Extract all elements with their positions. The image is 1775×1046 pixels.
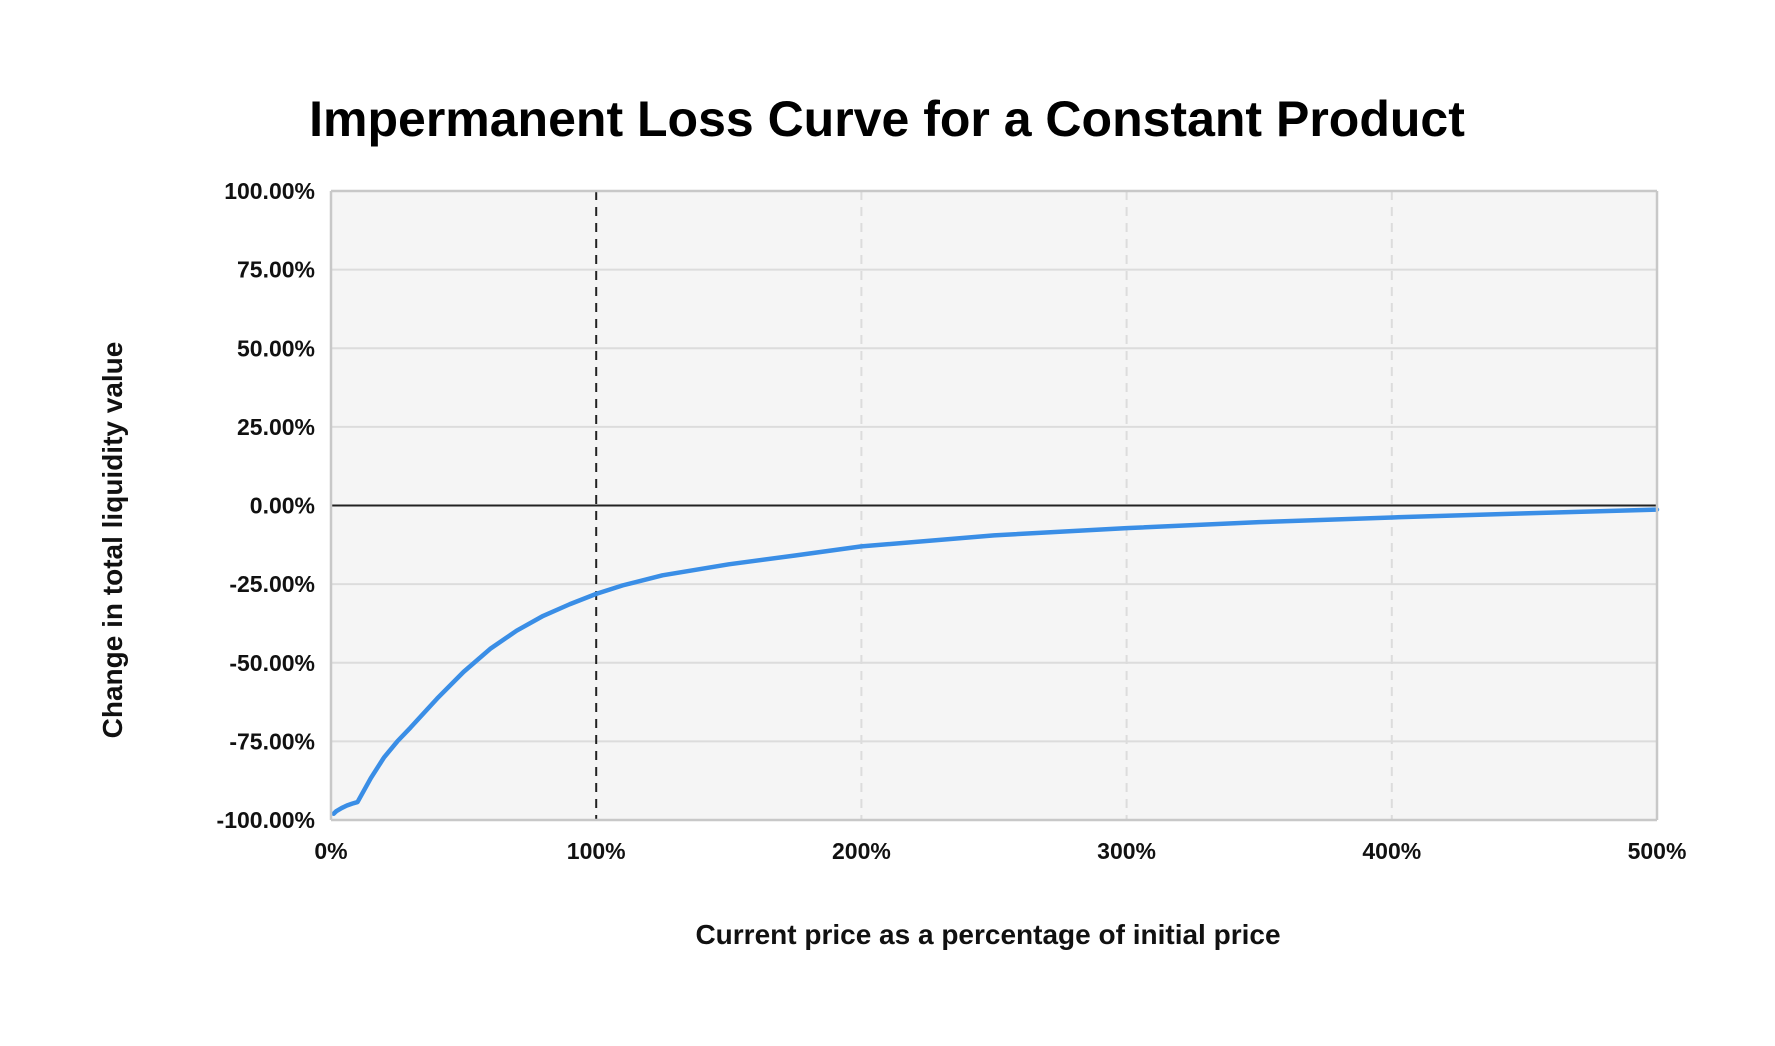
y-tick-label: 50.00% — [237, 335, 315, 361]
series-line — [331, 507, 1660, 816]
x-tick-label: 200% — [832, 838, 891, 864]
y-tick-label: 25.00% — [237, 414, 315, 440]
x-axis-label: Current price as a percentage of initial… — [695, 919, 1280, 950]
y-tick-label: -100.00% — [217, 807, 315, 833]
x-tick-label: 0% — [314, 838, 347, 864]
tick-labels: 100.00% 75.00% 50.00% 25.00% 0.00% -25.00% -50… — [217, 178, 1687, 864]
x-tick-label: 500% — [1628, 838, 1687, 864]
series-layer — [331, 507, 1660, 816]
y-axis-label: Change in total liquidity value — [97, 342, 128, 739]
x-tick-label: 400% — [1362, 838, 1421, 864]
y-tick-label: -75.00% — [229, 728, 315, 754]
x-tick-label: 300% — [1097, 838, 1156, 864]
y-tick-label: 100.00% — [224, 178, 315, 204]
x-tick-label: 100% — [567, 838, 626, 864]
y-tick-label: 0.00% — [250, 493, 315, 519]
axes — [329, 189, 1659, 822]
chart-title: Impermanent Loss Curve for a Constant Pr… — [309, 91, 1465, 147]
reference-lines — [331, 191, 1657, 820]
y-tick-label: 75.00% — [237, 257, 315, 283]
y-tick-label: -25.00% — [229, 571, 315, 597]
y-tick-label: -50.00% — [229, 650, 315, 676]
